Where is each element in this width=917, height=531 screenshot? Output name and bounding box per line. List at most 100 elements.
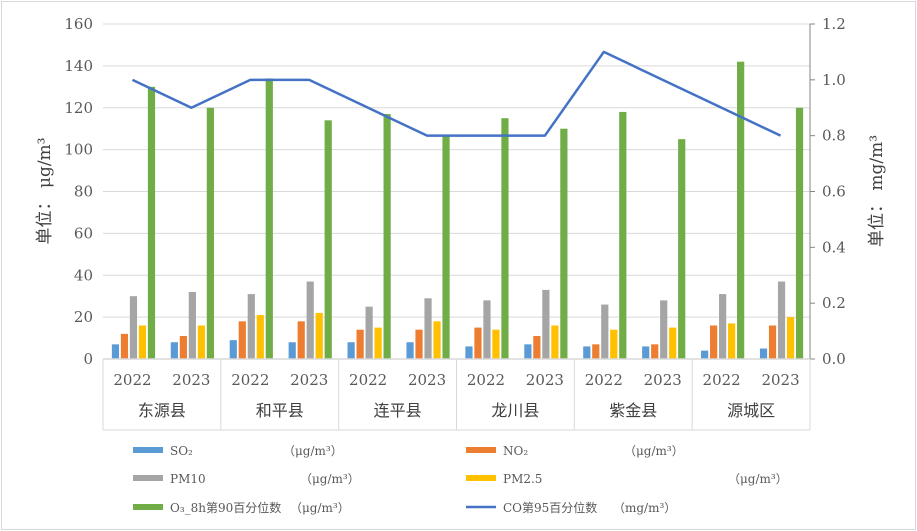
- bar-1: [592, 344, 600, 359]
- bar-4: [265, 78, 273, 359]
- axes: 0 20 40 60 80 100 120 140 160 0.0 0.2 0.4 0.6 0.8 1.0 1…: [64, 15, 846, 431]
- bar-0: [701, 350, 709, 359]
- bar-4: [501, 118, 509, 359]
- bar-1: [297, 321, 305, 359]
- group-label: 东源县: [138, 401, 186, 420]
- x-tick-label: 2023: [408, 371, 446, 389]
- legend-unit: （μg/m³）: [728, 472, 788, 486]
- legend-swatch: [133, 504, 163, 510]
- x-tick-label: 2023: [172, 371, 210, 389]
- y2-tick-label: 0.2: [822, 294, 846, 312]
- legend-label: O₃_8h第90百分位数: [170, 500, 281, 515]
- bar-2: [247, 294, 255, 359]
- bar-1: [651, 344, 659, 359]
- bar-2: [660, 300, 668, 359]
- group-label: 连平县: [374, 401, 422, 420]
- x-tick-label: 2022: [349, 371, 387, 389]
- x-tick-label: 2022: [467, 371, 505, 389]
- bar-2: [188, 292, 196, 359]
- co-line-path: [131, 50, 782, 137]
- bar-0: [229, 340, 237, 359]
- y2-tick-label: 0.4: [822, 238, 846, 256]
- legend-swatch: [466, 447, 496, 453]
- bar-0: [524, 344, 532, 359]
- y-tick-label: 20: [74, 308, 93, 326]
- group-label: 和平县: [256, 401, 304, 420]
- group-label: 紫金县: [609, 401, 657, 420]
- legend-unit: （mg/m³）: [613, 501, 676, 515]
- bar-4: [324, 120, 332, 359]
- bar-0: [170, 342, 178, 359]
- bar-0: [111, 344, 120, 359]
- bar-3: [374, 327, 382, 359]
- bar-2: [542, 289, 550, 359]
- bar-0: [583, 346, 591, 359]
- bar-4: [206, 107, 214, 359]
- bar-3: [138, 325, 147, 359]
- bar-1: [238, 321, 246, 359]
- bar-4: [795, 107, 804, 359]
- bar-4: [619, 111, 627, 359]
- y2-tick-label: 0.8: [822, 127, 846, 145]
- bar-1: [710, 325, 718, 359]
- x-tick-label: 2023: [761, 371, 799, 389]
- bar-2: [424, 298, 432, 359]
- bars: [111, 61, 804, 359]
- y2-tick-label: 1.0: [822, 71, 846, 89]
- y-tick-label: 80: [74, 183, 93, 201]
- group-label: 龙川县: [491, 401, 539, 420]
- x-tick-label: 2023: [526, 371, 564, 389]
- bar-4: [678, 139, 686, 359]
- bar-4: [737, 61, 745, 359]
- legend-swatch: [466, 475, 496, 481]
- bar-3: [433, 321, 441, 359]
- bar-3: [728, 323, 736, 359]
- y-tick-label: 40: [74, 266, 93, 284]
- bar-1: [474, 327, 482, 359]
- legend-unit: （μg/m³）: [283, 444, 343, 458]
- bar-2: [306, 281, 314, 359]
- y-tick-label: 0: [83, 350, 93, 368]
- x-tick-label: 2023: [644, 371, 682, 389]
- bar-0: [288, 342, 296, 359]
- bar-1: [356, 329, 364, 359]
- group-label: 源城区: [727, 401, 775, 420]
- bar-2: [719, 294, 727, 359]
- legend-label: CO第95百分位数: [503, 500, 597, 515]
- x-tick-label: 2022: [585, 371, 623, 389]
- bar-2: [365, 306, 373, 359]
- y2-tick-label: 0.0: [822, 350, 846, 368]
- y-tick-label: 120: [64, 99, 93, 117]
- bar-1: [179, 335, 187, 359]
- y-tick-label: 100: [64, 141, 93, 159]
- x-tick-label: 2022: [113, 371, 151, 389]
- bar-2: [129, 296, 138, 359]
- bar-2: [483, 300, 491, 359]
- legend-label: NO₂: [503, 444, 528, 458]
- bar-0: [759, 348, 768, 359]
- y-axis-label: 单位： μg/m³: [35, 138, 55, 245]
- x-tick-label: 2022: [231, 371, 269, 389]
- legend-swatch: [133, 447, 163, 453]
- bar-3: [197, 325, 205, 359]
- legend-swatch: [133, 475, 163, 481]
- bar-0: [347, 342, 355, 359]
- bar-1: [768, 325, 777, 359]
- gridlines: [103, 23, 810, 318]
- bar-3: [256, 315, 264, 359]
- x-tick-label: 2023: [290, 371, 328, 389]
- bar-4: [442, 134, 450, 359]
- bar-1: [415, 329, 423, 359]
- co-line: [131, 50, 782, 137]
- legend-label: SO₂: [170, 444, 193, 458]
- bar-1: [533, 335, 541, 359]
- y-tick-label: 140: [64, 57, 93, 75]
- bar-3: [315, 312, 323, 359]
- y2-axis-label: 单位： mg/m³: [867, 135, 887, 247]
- bar-3: [786, 317, 795, 359]
- legend-unit: （μg/m³）: [290, 501, 350, 515]
- bar-4: [383, 114, 391, 359]
- bar-1: [120, 333, 129, 359]
- bar-0: [406, 342, 414, 359]
